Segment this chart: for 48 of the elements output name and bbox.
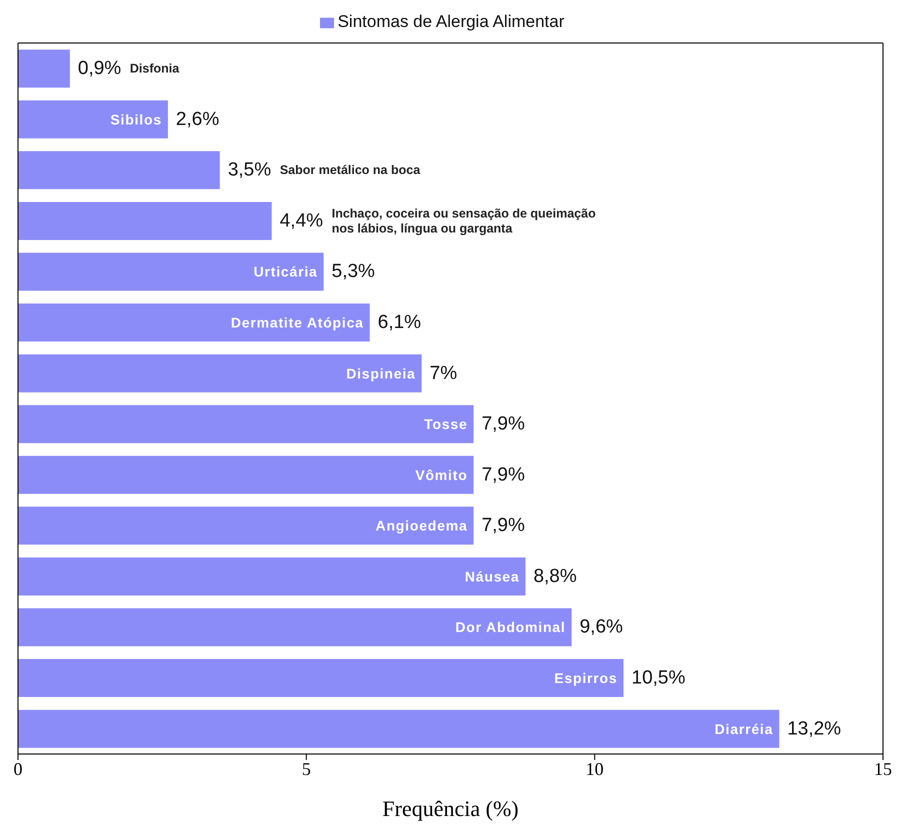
y-tick-label: Espirros: [554, 670, 618, 686]
y-tick-label: Disfonia: [130, 62, 180, 76]
y-tick-label: Urticária: [254, 264, 318, 280]
bar: [18, 456, 474, 494]
bar: [18, 202, 272, 240]
data-label: 7,9%: [482, 464, 525, 486]
x-tick-label: 15: [874, 758, 892, 779]
y-tick-label: Sibilos: [110, 111, 162, 128]
data-label: 7%: [430, 362, 458, 384]
x-tick-label: 5: [302, 758, 311, 779]
bar: [18, 659, 624, 698]
data-label: 3,5%: [228, 160, 272, 181]
bar: [18, 151, 220, 190]
x-tick-label: 10: [586, 758, 604, 779]
data-label: 7,9%: [482, 515, 525, 536]
bar: [18, 557, 526, 596]
data-label: 5,3%: [332, 261, 376, 282]
x-axis-title: Frequência (%): [382, 796, 519, 821]
data-label: 0,9%: [78, 58, 122, 80]
bar: [18, 710, 780, 748]
y-tick-label: Dispineia: [346, 365, 416, 382]
y-tick-label: Tosse: [424, 416, 468, 432]
y-tick-label: Dermatite Atópica: [230, 314, 364, 331]
data-label: 13,2%: [787, 718, 842, 740]
data-label: 6,1%: [378, 312, 422, 334]
bar: [18, 50, 70, 88]
bar: [18, 304, 370, 342]
bar: [18, 354, 422, 392]
bar: [18, 506, 474, 545]
y-tick-label: Sabor metálico na boca: [280, 163, 422, 178]
y-tick-label: Vômito: [415, 466, 468, 483]
y-tick-label: Diarréia: [714, 720, 774, 737]
data-label: 10,5%: [632, 668, 686, 689]
data-label: 2,6%: [176, 108, 220, 130]
data-label: 9,6%: [580, 616, 624, 638]
data-label: 8,8%: [533, 566, 577, 587]
data-label: 7,9%: [482, 414, 525, 435]
data-label: 4,4%: [280, 210, 324, 232]
y-tick-label: Dor Abdominal: [455, 619, 566, 636]
legend-label: Sintomas de Alergia Alimentar: [338, 12, 564, 31]
y-tick-label: Náusea: [464, 568, 520, 584]
y-tick-label: Angioedema: [376, 518, 468, 534]
bar: [18, 252, 324, 291]
bar: [18, 405, 474, 444]
y-tick-label: Inchaço, coceira ou sensação de queimação nos lábios, língua ou garganta: [332, 206, 596, 236]
bar: [18, 608, 572, 646]
x-tick-label: 0: [14, 758, 22, 779]
bar: [18, 100, 168, 138]
